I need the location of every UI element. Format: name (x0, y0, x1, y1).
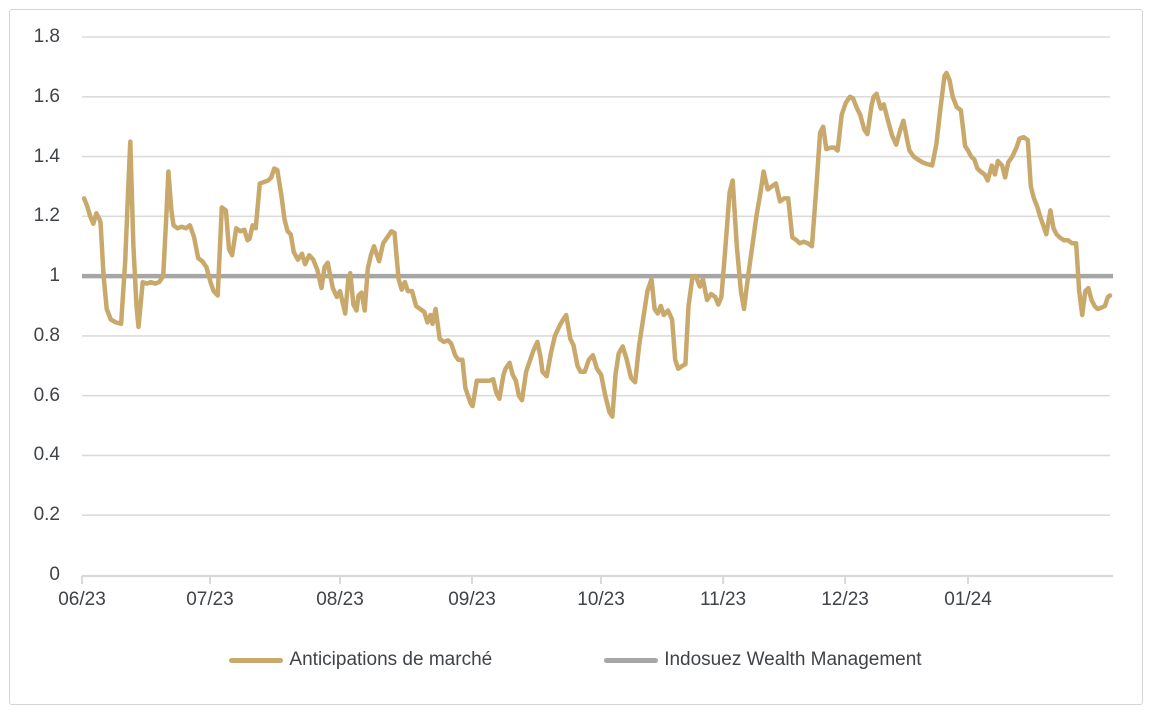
series-anticipations-line[interactable] (81, 70, 1113, 419)
y-axis-tick-label: 1.4 (33, 145, 60, 167)
legend-label-indosuez: Indosuez Wealth Management (664, 649, 922, 670)
y-axis-tick-label: 1.8 (33, 26, 60, 47)
y-axis-tick-label: 1.6 (33, 85, 60, 107)
y-axis-tick-label: 1.2 (33, 205, 60, 227)
x-axis-tick-label: 08/23 (316, 589, 364, 610)
x-axis-tick-label: 12/23 (821, 589, 869, 610)
y-axis-tick-label: 0.4 (33, 444, 60, 466)
y-axis-tick-label: 0.8 (33, 324, 60, 346)
legend-item-anticipations[interactable]: Anticipations de marché (229, 649, 492, 671)
y-axis-tick-label: 0.2 (33, 504, 60, 526)
legend: Anticipations de marché Indosuez Wealth … (0, 646, 1151, 674)
x-axis-tick-label: 07/23 (186, 589, 234, 610)
legend-swatch-gray-line (604, 657, 659, 663)
x-axis-tick-label: 10/23 (577, 589, 625, 610)
y-axis-tick-label: 1 (49, 265, 60, 287)
y-axis-tick-label: 0.6 (33, 384, 60, 406)
x-axis-tick-label: 06/23 (58, 589, 106, 610)
y-axis-tick-label: 0 (49, 564, 60, 585)
x-axis-tick-label: 09/23 (448, 589, 496, 610)
legend-item-indosuez[interactable]: Indosuez Wealth Management (604, 649, 922, 671)
legend-swatch-gold-line (229, 657, 284, 663)
x-axis-tick-label: 01/24 (944, 589, 992, 610)
legend-label-anticipations: Anticipations de marché (289, 649, 493, 670)
x-axis-tick-label: 11/23 (699, 589, 747, 610)
